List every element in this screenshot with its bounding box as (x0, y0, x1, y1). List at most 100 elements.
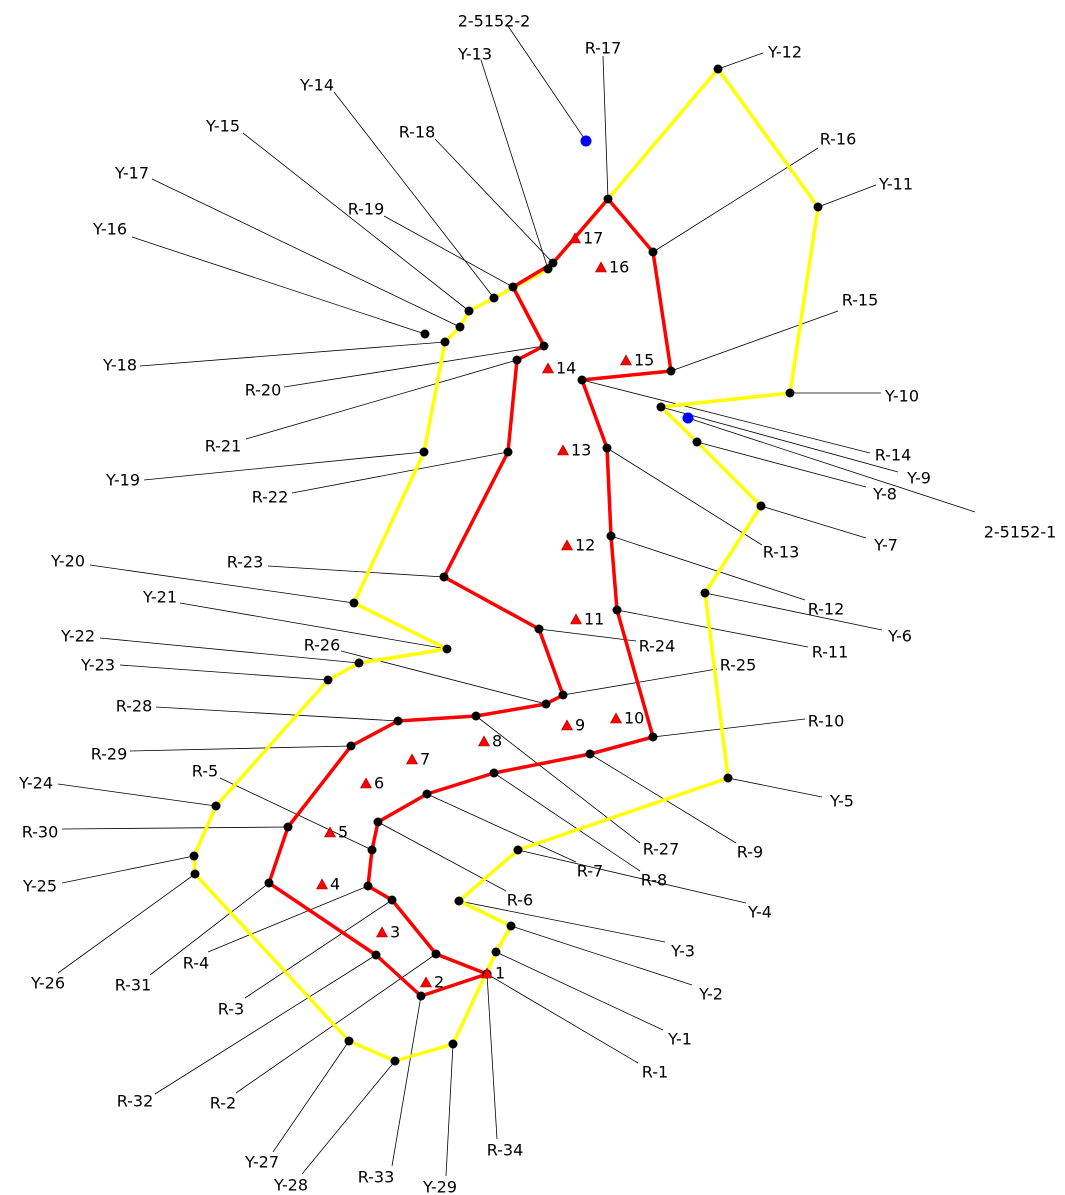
leader-line-y-16 (131, 236, 426, 335)
station-label-r-6: R-6 (507, 891, 533, 910)
station-marker-y-12 (713, 64, 723, 74)
station-marker-r-19 (508, 282, 518, 292)
leader-line-r-30 (61, 826, 289, 830)
leader-line-y-26 (57, 873, 196, 974)
station-label-y-6: Y-6 (887, 627, 912, 646)
station-label-y-21: Y-21 (142, 588, 177, 607)
leader-line-r-11 (616, 609, 809, 648)
leader-line-r-18 (434, 138, 554, 264)
station-label-y-17: Y-17 (114, 164, 149, 183)
station-marker-r-21 (512, 355, 522, 365)
station-marker-y-16 (420, 329, 430, 339)
station-marker-r-28 (393, 716, 403, 726)
station-marker-r-10 (648, 732, 658, 742)
station-marker-r-15 (666, 366, 676, 376)
leader-line-y-2 (510, 925, 693, 986)
station-label-y-26: Y-26 (30, 974, 65, 993)
leader-line-y-24 (57, 783, 217, 807)
station-label-r-31: R-31 (115, 976, 152, 995)
station-marker-y-2 (506, 921, 516, 931)
station-label-r-23: R-23 (227, 553, 264, 572)
station-label-r-27: R-27 (643, 840, 680, 859)
station-marker-y-14 (489, 293, 499, 303)
leader-line-y-12 (717, 52, 764, 70)
triangle-marker-icon (323, 826, 337, 838)
leader-lines (57, 25, 976, 1177)
triangle-marker-icon (569, 613, 583, 625)
triangle-marker-label: 6 (374, 774, 384, 793)
station-marker-r-33 (416, 991, 426, 1001)
station-label-r-7: R-7 (577, 862, 603, 881)
station-marker-y-20 (349, 598, 359, 608)
triangle-marker-icon (477, 735, 491, 747)
station-marker-y-9 (656, 402, 666, 412)
station-label-r-34: R-34 (487, 1141, 524, 1160)
triangle-marker-icon (556, 444, 570, 456)
station-marker-r-30 (283, 822, 293, 832)
leader-line-r-14 (581, 379, 871, 454)
station-label-r-18: R-18 (399, 123, 436, 142)
station-label-r-12: R-12 (808, 600, 845, 619)
station-label-y-27: Y-27 (244, 1153, 279, 1172)
leader-line-y-1 (495, 951, 664, 1031)
station-label-y-29: Y-29 (422, 1178, 457, 1195)
leader-line-r-13 (606, 447, 763, 546)
station-marker-y-22 (354, 658, 364, 668)
station-marker-r-7 (422, 789, 432, 799)
station-marker-r-20 (539, 341, 549, 351)
leader-line-cp-2-5152-2 (507, 25, 587, 142)
station-label-r-25: R-25 (720, 656, 757, 675)
station-label-r-30: R-30 (22, 823, 59, 842)
station-marker-r-6 (373, 817, 383, 827)
triangle-marker-label: 13 (571, 441, 591, 460)
station-marker-y-1 (491, 947, 501, 957)
station-label-r-3: R-3 (218, 1000, 244, 1019)
leader-line-y-27 (272, 1040, 350, 1153)
station-marker-r-3 (387, 895, 397, 905)
leader-line-y-25 (61, 855, 195, 884)
station-marker-r-14 (577, 375, 587, 385)
station-marker-cp-2-5152-2 (580, 135, 592, 147)
leader-line-r-10 (652, 718, 806, 738)
station-label-y-14: Y-14 (299, 76, 334, 95)
station-label-y-18: Y-18 (102, 356, 137, 375)
station-label-y-2: Y-2 (698, 985, 723, 1004)
station-marker-r-23 (439, 572, 449, 582)
station-marker-r-16 (648, 247, 658, 257)
station-label-r-28: R-28 (116, 697, 153, 716)
station-label-y-28: Y-28 (273, 1176, 308, 1195)
leader-line-y-18 (139, 341, 446, 367)
station-marker-y-8 (692, 437, 702, 447)
station-label-y-16: Y-16 (92, 220, 127, 239)
station-marker-y-27 (344, 1036, 354, 1046)
leader-line-y-9 (660, 406, 899, 473)
station-marker-y-24 (211, 801, 221, 811)
station-label-r-1: R-1 (642, 1063, 668, 1082)
leader-line-r-12 (610, 535, 806, 601)
station-marker-y-18 (440, 337, 450, 347)
station-label-r-32: R-32 (117, 1092, 154, 1111)
station-label-y-3: Y-3 (670, 942, 695, 961)
triangle-marker-icon (594, 261, 608, 273)
leader-line-y-5 (727, 777, 823, 798)
triangle-marker-label: 8 (492, 732, 502, 751)
station-marker-r-29 (346, 741, 356, 751)
station-label-r-19: R-19 (348, 200, 385, 219)
station-label-y-13: Y-13 (457, 45, 492, 64)
station-label-y-7: Y-7 (873, 536, 898, 555)
leader-line-r-20 (283, 345, 545, 388)
point-markers (189, 64, 823, 1066)
station-label-y-25: Y-25 (22, 877, 57, 896)
station-label-y-11: Y-11 (878, 175, 913, 194)
triangle-marker-icon (568, 232, 582, 244)
station-marker-y-3 (454, 896, 464, 906)
triangle-marker-icon (609, 712, 623, 724)
station-label-r-24: R-24 (639, 637, 676, 656)
station-label-r-33: R-33 (358, 1168, 395, 1187)
station-label-r-5: R-5 (192, 762, 218, 781)
station-label-y-1: Y-1 (667, 1030, 692, 1049)
triangle-marker-label: 17 (583, 229, 603, 248)
triangle-marker-icon (560, 539, 574, 551)
